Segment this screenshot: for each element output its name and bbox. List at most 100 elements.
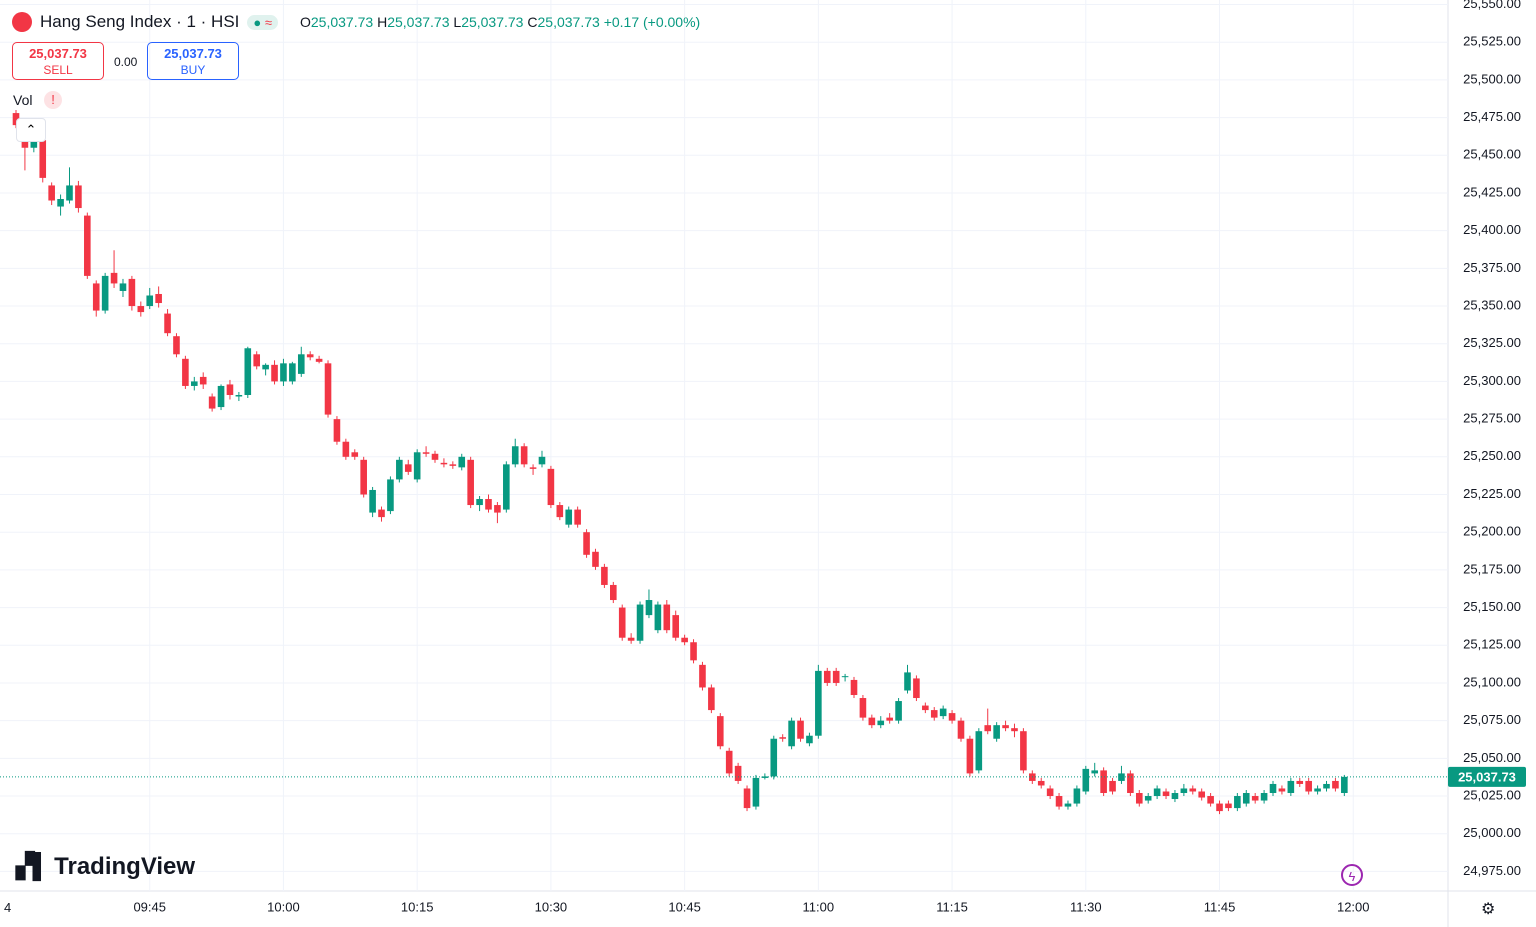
y-tick-label: 25,400.00: [1463, 222, 1521, 237]
candle-body: [1278, 788, 1286, 792]
buy-price: 25,037.73: [164, 46, 222, 61]
candle-body: [315, 358, 323, 362]
candle-body: [618, 607, 626, 638]
header: Hang Seng Index · 1 · HSI ● ≈ O25,037.73…: [12, 12, 700, 32]
candle-body: [333, 419, 341, 442]
candle-body: [280, 363, 287, 382]
candle-body: [378, 509, 385, 518]
sell-button[interactable]: 25,037.73 SELL: [12, 42, 104, 80]
candle-body: [895, 701, 902, 721]
ohlc: O25,037.73 H25,037.73 L25,037.73 C25,037…: [300, 14, 700, 30]
collapse-button[interactable]: ⌃: [16, 118, 46, 142]
candle-body: [743, 788, 751, 809]
candle-body: [904, 672, 911, 691]
candle-body: [1100, 770, 1107, 794]
candle-body: [529, 467, 537, 469]
candle-body: [110, 272, 118, 284]
candle-body: [948, 713, 956, 721]
candle-body: [422, 452, 430, 454]
candle-body: [1198, 791, 1205, 798]
candle-body: [1082, 768, 1090, 792]
candle-body: [476, 499, 483, 506]
candle-body: [922, 705, 929, 711]
sell-label: SELL: [43, 63, 73, 77]
candle-body: [503, 464, 510, 510]
y-tick-label: 25,350.00: [1463, 297, 1521, 312]
candle-body: [984, 725, 992, 732]
y-tick-label: 25,300.00: [1463, 373, 1521, 388]
candle-body: [574, 509, 581, 525]
candle-body: [226, 384, 234, 395]
candle-body: [1020, 731, 1027, 771]
lightning-icon[interactable]: ϟ: [1341, 864, 1363, 886]
candle-body: [199, 376, 207, 385]
h-label: H: [377, 14, 388, 30]
buy-button[interactable]: 25,037.73 BUY: [147, 42, 239, 80]
x-tick-label: 10:30: [535, 899, 568, 914]
y-tick-label: 25,050.00: [1463, 750, 1521, 765]
candle-body: [975, 731, 983, 771]
candle-body: [930, 710, 938, 718]
candle-body: [271, 364, 278, 382]
candle-body: [1162, 791, 1170, 797]
candle-body: [1269, 783, 1277, 794]
candle-body: [583, 532, 590, 555]
candle-body: [342, 441, 350, 457]
candle-body: [1135, 793, 1143, 804]
y-tick-label: 25,425.00: [1463, 184, 1521, 199]
candle-body: [164, 313, 171, 334]
symbol-title[interactable]: Hang Seng Index · 1 · HSI: [40, 12, 240, 31]
candle-body: [1127, 773, 1134, 794]
candle-body: [788, 720, 795, 747]
candle-body: [877, 720, 885, 726]
candle-body: [467, 459, 474, 506]
candle-body: [30, 140, 38, 148]
candle-body: [806, 735, 813, 744]
candle-body: [610, 584, 617, 601]
candle-body: [1118, 773, 1125, 781]
o-label: O: [300, 14, 311, 30]
candle-body: [627, 637, 635, 641]
candle-body: [841, 676, 849, 678]
candle-body: [1153, 788, 1161, 797]
y-tick-label: 25,275.00: [1463, 411, 1521, 426]
candle-body: [1251, 796, 1259, 801]
candle-body: [797, 720, 804, 739]
candle-body: [699, 664, 706, 688]
candle-body: [823, 670, 831, 683]
x-tick-label: 11:30: [1070, 899, 1102, 914]
y-tick-label: 25,025.00: [1463, 787, 1521, 802]
y-tick-label: 25,475.00: [1463, 109, 1521, 124]
y-tick-label: 25,200.00: [1463, 524, 1521, 539]
y-tick-label: 25,175.00: [1463, 561, 1521, 576]
y-tick-label: 25,500.00: [1463, 71, 1521, 86]
last-price-tag: [1448, 766, 1526, 787]
y-tick-label: 25,100.00: [1463, 674, 1521, 689]
y-tick-label: 25,250.00: [1463, 448, 1521, 463]
candle-body: [289, 363, 296, 382]
y-tick-label: 25,525.00: [1463, 34, 1521, 49]
candle-body: [1332, 780, 1339, 789]
warning-icon[interactable]: !: [44, 91, 62, 109]
candle-body: [1305, 780, 1312, 792]
candle-body: [681, 637, 688, 643]
candle-body: [39, 140, 47, 178]
candle-body: [101, 275, 109, 311]
candle-body: [716, 716, 724, 747]
candle-body: [360, 459, 367, 495]
candle-body: [663, 604, 671, 631]
candle-body: [119, 283, 127, 291]
candle-body: [886, 717, 893, 721]
settings-icon[interactable]: ⚙: [1481, 901, 1496, 918]
volume-label[interactable]: Vol: [13, 92, 33, 108]
y-tick-label: 25,150.00: [1463, 599, 1521, 614]
status: ● ≈: [247, 14, 278, 30]
candle-body: [939, 708, 947, 717]
candle-body: [1260, 793, 1268, 801]
edge-label: 4: [4, 900, 12, 915]
candle-body: [672, 615, 680, 638]
candle-body: [547, 468, 555, 506]
candle-body: [413, 452, 421, 480]
candle-body: [850, 679, 858, 696]
